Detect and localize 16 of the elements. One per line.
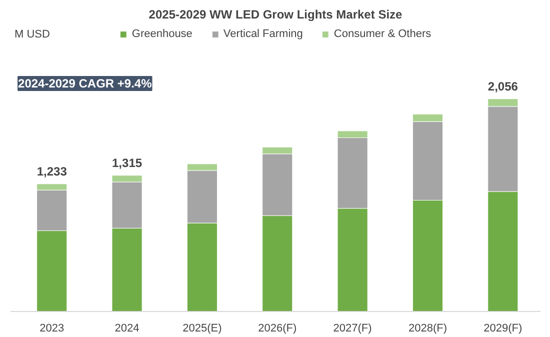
annotation: 2,056 <box>488 79 518 94</box>
x-tick-label: 2025(E) <box>182 322 222 334</box>
x-tick-label: 2027(F) <box>333 322 372 334</box>
legend-label: Greenhouse <box>132 28 192 40</box>
chart-title: 2025-2029 WW LED Grow Lights Market Size <box>148 8 403 22</box>
x-tick-label: 2023 <box>40 322 64 334</box>
legend-label: Consumer & Others <box>334 28 432 40</box>
x-tick-label: 2028(F) <box>408 322 448 334</box>
x-tick-label: 2026(F) <box>258 322 297 334</box>
text: 2024-2029 CAGR +9.4% <box>18 76 152 90</box>
text: M USD <box>14 28 50 40</box>
legend-label: Vertical Farming <box>223 28 303 40</box>
annotation: 1,233 <box>36 164 68 178</box>
annotation: 1,315 <box>112 156 142 170</box>
x-tick-label: 2029(F) <box>484 322 522 334</box>
x-tick-label: 2024 <box>114 322 140 334</box>
